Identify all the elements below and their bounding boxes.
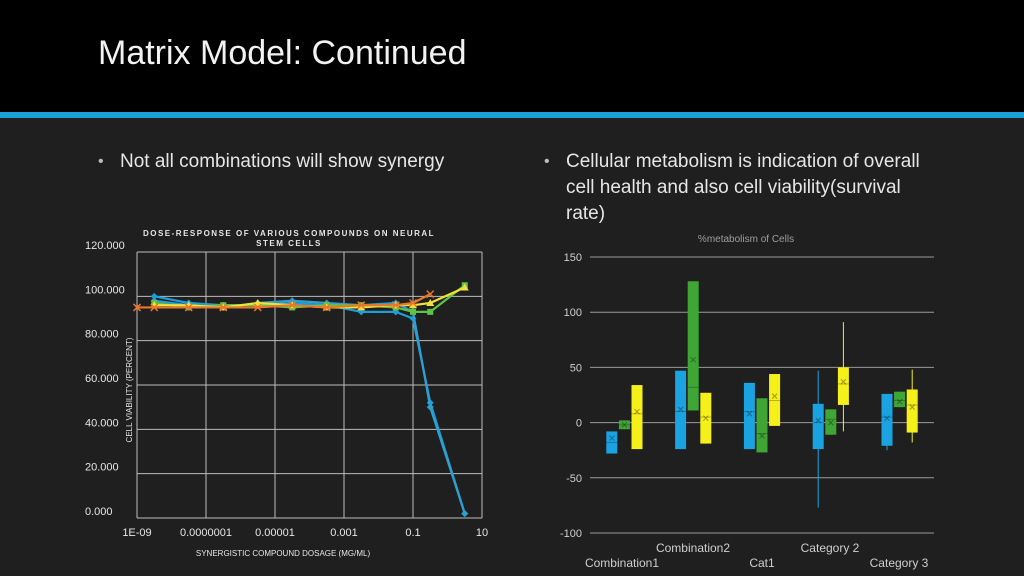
- chart1-data-point: [150, 292, 158, 300]
- chart1-x-axis-label: SYNERGISTIC COMPOUND DOSAGE (MG/ML): [196, 549, 371, 558]
- chart2-y-tick-label: -100: [560, 528, 582, 540]
- chart1-y-axis-label: CELL VIABILITY (PERCENT): [125, 337, 134, 442]
- chart2-category-group: [743, 374, 781, 453]
- chart2-category-label: Category 2: [801, 541, 860, 555]
- chart1-x-tick-label: 0.0000001: [180, 527, 232, 539]
- chart1-data-point: [461, 510, 469, 518]
- chart1-data-point: [426, 298, 435, 306]
- chart1-data-point: [322, 303, 331, 312]
- slide-title: Matrix Model: Continued: [98, 34, 467, 72]
- chart1-data-point: [288, 301, 297, 310]
- chart1-data-point: [391, 301, 400, 310]
- chart2-box: [606, 431, 618, 454]
- chart2-box: [894, 391, 906, 408]
- chart2-category-group: [812, 322, 849, 508]
- chart2-box: [769, 374, 781, 426]
- chart2-box: [756, 398, 768, 453]
- chart2-title: %metabolism of Cells: [698, 234, 794, 245]
- chart2-mean-marker: [702, 415, 709, 422]
- chart2-y-tick-label: 0: [576, 418, 582, 430]
- chart2-box: [687, 281, 699, 411]
- chart2-mean-marker: [909, 404, 916, 410]
- chart2-mean-marker: [621, 421, 628, 428]
- chart1-y-tick-label: 40.000: [85, 417, 119, 429]
- bullet-left: • Not all combinations will show synergy: [98, 149, 450, 175]
- chart1-data-point: [427, 308, 434, 315]
- chart1-y-tick-label: 20.000: [85, 462, 119, 474]
- chart2-box: [825, 409, 837, 435]
- chart1-data-point: [410, 308, 416, 315]
- chart1-y-tick-label: 120.000: [85, 240, 125, 252]
- chart2-y-tick-label: 100: [564, 307, 582, 319]
- chart1-x-tick-label: 10: [476, 527, 488, 539]
- chart2-category-group: [606, 385, 643, 454]
- chart1-y-tick-label: 60.000: [85, 373, 119, 385]
- chart2-y-tick-label: -50: [566, 473, 582, 485]
- chart2-mean-marker: [884, 415, 890, 422]
- chart2-category-label: Cat1: [749, 556, 775, 570]
- chart2-mean-marker: [690, 356, 697, 363]
- chart2-mean-marker: [827, 419, 834, 426]
- chart2-y-tick-label: 50: [570, 362, 582, 374]
- chart1-x-tick-label: 0.00001: [255, 527, 295, 539]
- chart1-data-point: [426, 290, 435, 299]
- chart1-data-point: [219, 303, 228, 312]
- chart2-mean-marker: [771, 393, 778, 399]
- chart2-box: [618, 420, 630, 430]
- chart1-data-point: [132, 303, 142, 312]
- chart2-box: [743, 382, 755, 450]
- chart1-data-point: [357, 303, 366, 311]
- chart2-mean-marker: [759, 432, 765, 439]
- chart1-title-line2: STEM CELLS: [256, 239, 322, 248]
- chart2-mean-marker: [746, 410, 753, 417]
- chart1-data-point: [150, 303, 159, 312]
- chart2-box: [906, 389, 918, 433]
- bullet-left-text: Not all combinations will show synergy: [120, 151, 445, 172]
- slide-header: Matrix Model: Continued: [0, 0, 1024, 112]
- chart2-category-group: [881, 369, 918, 451]
- chart1-series-line: [154, 295, 466, 514]
- bullet-right: • Cellular metabolism is indication of o…: [544, 149, 926, 227]
- chart2-mean-marker: [815, 417, 822, 424]
- chart2-box: [837, 367, 849, 405]
- bullet-dot: •: [98, 153, 104, 170]
- chart2-mean-marker: [840, 378, 847, 385]
- chart1-title-line1: DOSE-RESPONSE OF VARIOUS COMPOUNDS ON NE…: [143, 229, 435, 238]
- bullet-dot: •: [544, 153, 550, 170]
- chart1-x-tick-label: 0.001: [330, 527, 358, 539]
- chart1-data-point: [357, 301, 366, 310]
- chart1-x-tick-label: 0.1: [405, 527, 420, 539]
- accent-bar: [0, 112, 1024, 118]
- chart1-data-point: [409, 301, 417, 309]
- chart2-mean-marker: [677, 406, 684, 413]
- dose-response-chart: DOSE-RESPONSE OF VARIOUS COMPOUNDS ON NE…: [85, 229, 488, 558]
- chart1-data-point: [426, 403, 434, 411]
- chart2-mean-marker: [634, 408, 640, 415]
- chart1-x-tick-label: 1E-09: [122, 527, 151, 539]
- metabolism-box-chart: %metabolism of Cells -100 -50 0 50 100 150 Comb…: [560, 234, 934, 570]
- chart1-data-point: [253, 303, 262, 312]
- chart2-mean-marker: [608, 435, 615, 441]
- chart2-box: [881, 393, 893, 446]
- chart1-data-point: [408, 298, 418, 308]
- chart2-box: [631, 385, 643, 450]
- chart1-series-line: [154, 299, 466, 514]
- chart1-y-tick-label: 0.000: [85, 506, 113, 518]
- chart1-y-tick-label: 80.000: [85, 329, 119, 341]
- chart2-box: [675, 370, 687, 450]
- chart2-box: [812, 403, 824, 450]
- chart1-data-point: [460, 283, 469, 291]
- chart2-category-label: Category 3: [870, 556, 929, 570]
- chart2-category-group: [675, 281, 712, 450]
- chart2-category-label: Combination2: [656, 541, 730, 555]
- chart1-data-point: [253, 298, 262, 306]
- chart2-box: [700, 392, 712, 444]
- chart1-data-point: [184, 303, 193, 312]
- bullet-right-text: Cellular metabolism is indication of ove…: [566, 151, 920, 224]
- chart2-mean-marker: [896, 398, 903, 405]
- chart2-category-label: Combination1: [585, 556, 659, 570]
- chart2-y-tick-label: 150: [564, 252, 582, 264]
- chart1-y-tick-label: 100.000: [85, 284, 125, 296]
